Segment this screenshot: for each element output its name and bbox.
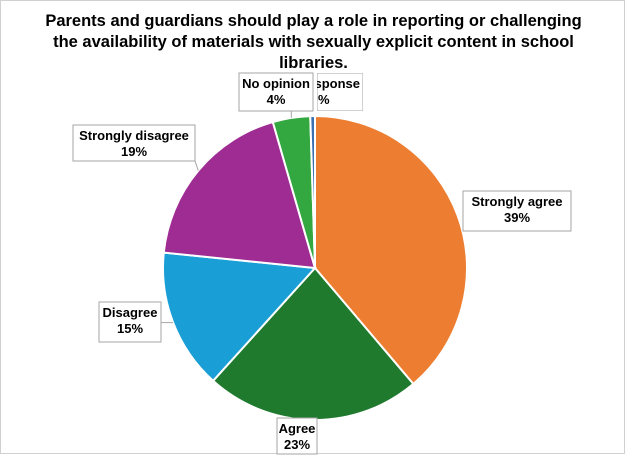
data-label-percent: 15% xyxy=(117,321,143,336)
pie-slice-strongly-agree xyxy=(314,114,468,386)
data-label-category: Strongly disagree xyxy=(79,128,189,143)
data-label-box xyxy=(72,124,196,162)
leader-line xyxy=(194,160,199,171)
pie-slice-strongly-disagree xyxy=(162,120,317,270)
data-label-percent: 23% xyxy=(284,437,310,452)
data-label-category: No opinion xyxy=(242,76,310,91)
data-label-box xyxy=(317,73,363,111)
data-label-percent: 19% xyxy=(121,144,147,159)
data-label-category: Agree xyxy=(279,421,316,436)
data-label-box xyxy=(98,301,162,343)
data-label-box xyxy=(238,72,314,112)
data-label-category: No response xyxy=(281,76,360,91)
data-label-no-response: No response% xyxy=(281,73,363,111)
data-label-percent: 39% xyxy=(504,210,530,225)
data-label-box xyxy=(276,417,318,455)
pie-slices xyxy=(162,114,468,421)
chart-title: Parents and guardians should play a role… xyxy=(45,12,582,72)
pie-slice-disagree xyxy=(162,251,318,383)
data-label-percent: % xyxy=(318,92,330,107)
data-label-box xyxy=(462,190,572,232)
data-label-category: Disagree xyxy=(103,305,158,320)
pie-slice-no-response xyxy=(309,114,316,269)
data-label-percent: 4% xyxy=(267,92,286,107)
data-label-category: Strongly agree xyxy=(471,194,562,209)
